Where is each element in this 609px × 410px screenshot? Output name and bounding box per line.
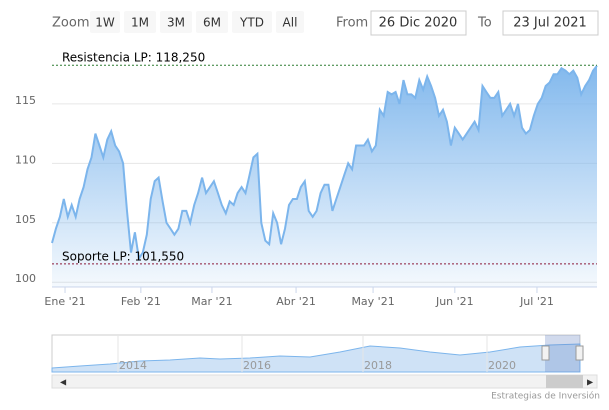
x-tick-label: May '21: [351, 295, 394, 308]
credits: Estrategias de Inversión: [491, 391, 600, 402]
navigator-handle[interactable]: [541, 345, 550, 361]
scrollbar-thumb[interactable]: [546, 375, 583, 388]
x-tick-label: Ene '21: [44, 295, 85, 308]
x-tick-label: Feb '21: [121, 295, 161, 308]
navigator-series: [51, 343, 581, 373]
range-button-label: 6M: [203, 16, 221, 30]
range-button[interactable]: [232, 11, 272, 33]
y-tick-label: 105: [15, 213, 36, 226]
line: [51, 65, 598, 262]
from-label: From: [336, 16, 368, 31]
scrollbar[interactable]: [51, 374, 598, 389]
plot-line-label: Resistencia LP: 118,250: [62, 51, 205, 65]
range-button[interactable]: [276, 11, 304, 33]
range-button-label: 3M: [167, 16, 185, 30]
y-tick-label: 110: [15, 153, 36, 166]
range-button[interactable]: [124, 11, 156, 33]
from-value: 26 Dic 2020: [379, 16, 458, 31]
from-input[interactable]: [370, 10, 467, 36]
x-tick-label: Abr '21: [276, 295, 316, 308]
range-button-label: 1M: [131, 16, 149, 30]
range-button-label: YTD: [239, 16, 264, 30]
navigator-year: 2018: [364, 359, 392, 372]
navigator-year: 2014: [119, 359, 147, 372]
range-button[interactable]: [160, 11, 192, 33]
x-tick-label: Jun '21: [435, 295, 474, 308]
x-tick-label: Jul '21: [519, 295, 554, 308]
y-tick-label: 115: [15, 94, 36, 107]
to-value: 23 Jul 2021: [513, 16, 587, 31]
to-input[interactable]: [502, 10, 599, 36]
range-button-label: 1W: [95, 16, 115, 30]
range-button[interactable]: [90, 11, 120, 33]
scroll-right[interactable]: ▶: [587, 378, 594, 387]
range-button-label: All: [283, 16, 298, 30]
y-tick-label: 100: [15, 272, 36, 285]
range-button[interactable]: [196, 11, 228, 33]
navigator-mask[interactable]: [545, 335, 580, 372]
plot-line-label: Soporte LP: 101,550: [62, 249, 184, 263]
area: [52, 65, 597, 287]
navigator-year: 2020: [488, 359, 516, 372]
x-tick-label: Mar '21: [191, 295, 232, 308]
navigator-handle[interactable]: [575, 345, 584, 361]
to-label: To: [477, 16, 492, 31]
scroll-left[interactable]: ◀: [60, 378, 67, 387]
navigator-year: 2016: [243, 359, 271, 372]
zoom-label: Zoom: [52, 16, 89, 31]
